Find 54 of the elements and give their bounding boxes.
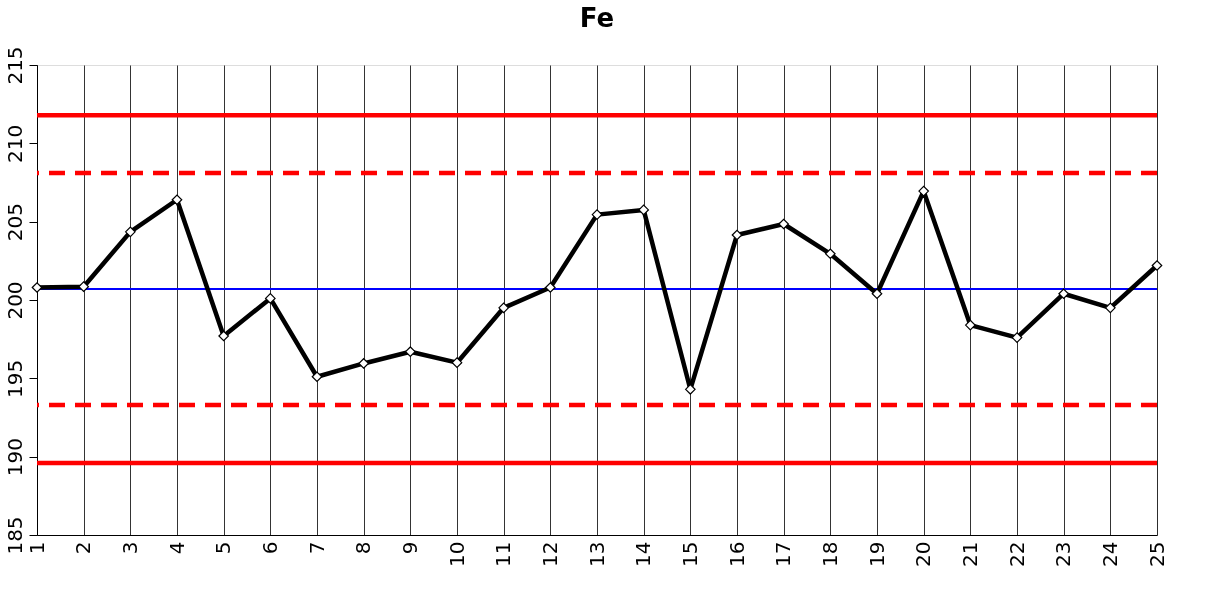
point — [451, 357, 463, 369]
point — [311, 371, 323, 383]
x-tick-label: 19 — [864, 541, 889, 567]
x-tick-label: 24 — [1097, 541, 1122, 567]
point — [964, 319, 976, 331]
y-tick-label: 215 — [2, 46, 27, 85]
y-tick-label: 185 — [2, 516, 27, 555]
point — [1151, 260, 1163, 271]
x-tick-label: 18 — [817, 541, 842, 567]
x-tick-label: 8 — [351, 541, 376, 555]
x-tick-label: 23 — [1051, 541, 1076, 567]
x-tick-label: 13 — [584, 541, 609, 567]
x-tick-label: 4 — [164, 541, 189, 555]
x-tick-label: 11 — [491, 541, 516, 567]
point — [824, 248, 836, 260]
point — [404, 346, 416, 358]
x-tick-label: 1 — [24, 541, 49, 555]
point — [871, 288, 883, 300]
point — [78, 281, 90, 293]
x-tick-label: 15 — [677, 541, 702, 567]
point — [358, 358, 370, 369]
x-tick-label: 6 — [257, 541, 282, 555]
y-tick-label: 205 — [2, 203, 27, 242]
x-tick-label: 12 — [537, 541, 562, 567]
x-tick-label: 7 — [304, 541, 329, 555]
point — [778, 218, 790, 230]
x-tick-label: 16 — [724, 541, 749, 567]
point — [731, 229, 743, 241]
point — [498, 302, 510, 314]
point — [218, 330, 230, 342]
y-tick-label: 210 — [2, 124, 27, 163]
point — [1058, 288, 1070, 300]
x-tick-label: 3 — [117, 541, 142, 555]
x-tick-label: 22 — [1004, 541, 1029, 567]
x-tick-label: 17 — [771, 541, 796, 567]
x-tick-label: 25 — [1144, 541, 1169, 567]
point — [124, 226, 136, 238]
point — [1011, 332, 1023, 343]
x-tick-label: 10 — [444, 541, 469, 567]
point — [171, 194, 183, 206]
point — [544, 282, 556, 293]
point — [264, 293, 276, 304]
x-tick-label: 9 — [397, 541, 422, 555]
point — [1104, 302, 1116, 314]
y-tick-label: 190 — [2, 438, 27, 477]
chart-title: Fe — [579, 2, 615, 33]
x-tick-label: 5 — [211, 541, 236, 555]
x-tick-label: 21 — [957, 541, 982, 567]
x-tick-label: 2 — [71, 541, 96, 555]
y-tick-label: 200 — [2, 281, 27, 320]
point — [638, 204, 650, 216]
x-tick-label: 14 — [631, 541, 656, 567]
y-tick-label: 195 — [2, 359, 27, 398]
x-tick-label: 20 — [911, 541, 936, 567]
